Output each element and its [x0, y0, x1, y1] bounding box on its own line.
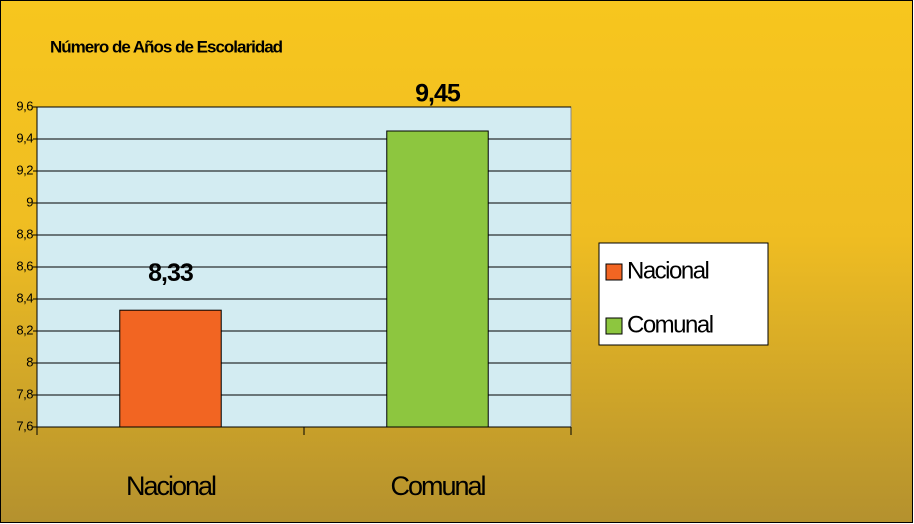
y-tick-label: 9,2 [16, 162, 33, 177]
legend-swatch [605, 263, 623, 281]
y-tick-label: 8 [26, 354, 33, 369]
legend-box [598, 242, 769, 346]
bar [386, 130, 489, 428]
legend-label: Comunal [627, 311, 713, 338]
value-label: 8,33 [148, 259, 193, 287]
y-tick-label: 8,4 [16, 290, 33, 305]
y-tick-label: 7,6 [16, 418, 33, 433]
y-tick-label: 9,6 [16, 98, 33, 113]
x-tick-label: Comunal [390, 471, 485, 501]
legend-swatch [605, 317, 623, 335]
y-tick-label: 8,6 [16, 258, 33, 273]
chart-title: Número de Años de Escolaridad [50, 37, 283, 56]
y-tick-label: 9,4 [16, 130, 33, 145]
x-tick-label: Nacional [126, 471, 216, 501]
y-tick-label: 8,2 [16, 322, 33, 337]
bar [119, 309, 222, 428]
y-tick-label: 9 [26, 194, 33, 209]
y-tick-label: 7,8 [16, 386, 33, 401]
legend-label: Nacional [627, 257, 709, 284]
value-label: 9,45 [415, 80, 461, 108]
y-tick-label: 8,8 [16, 226, 33, 241]
